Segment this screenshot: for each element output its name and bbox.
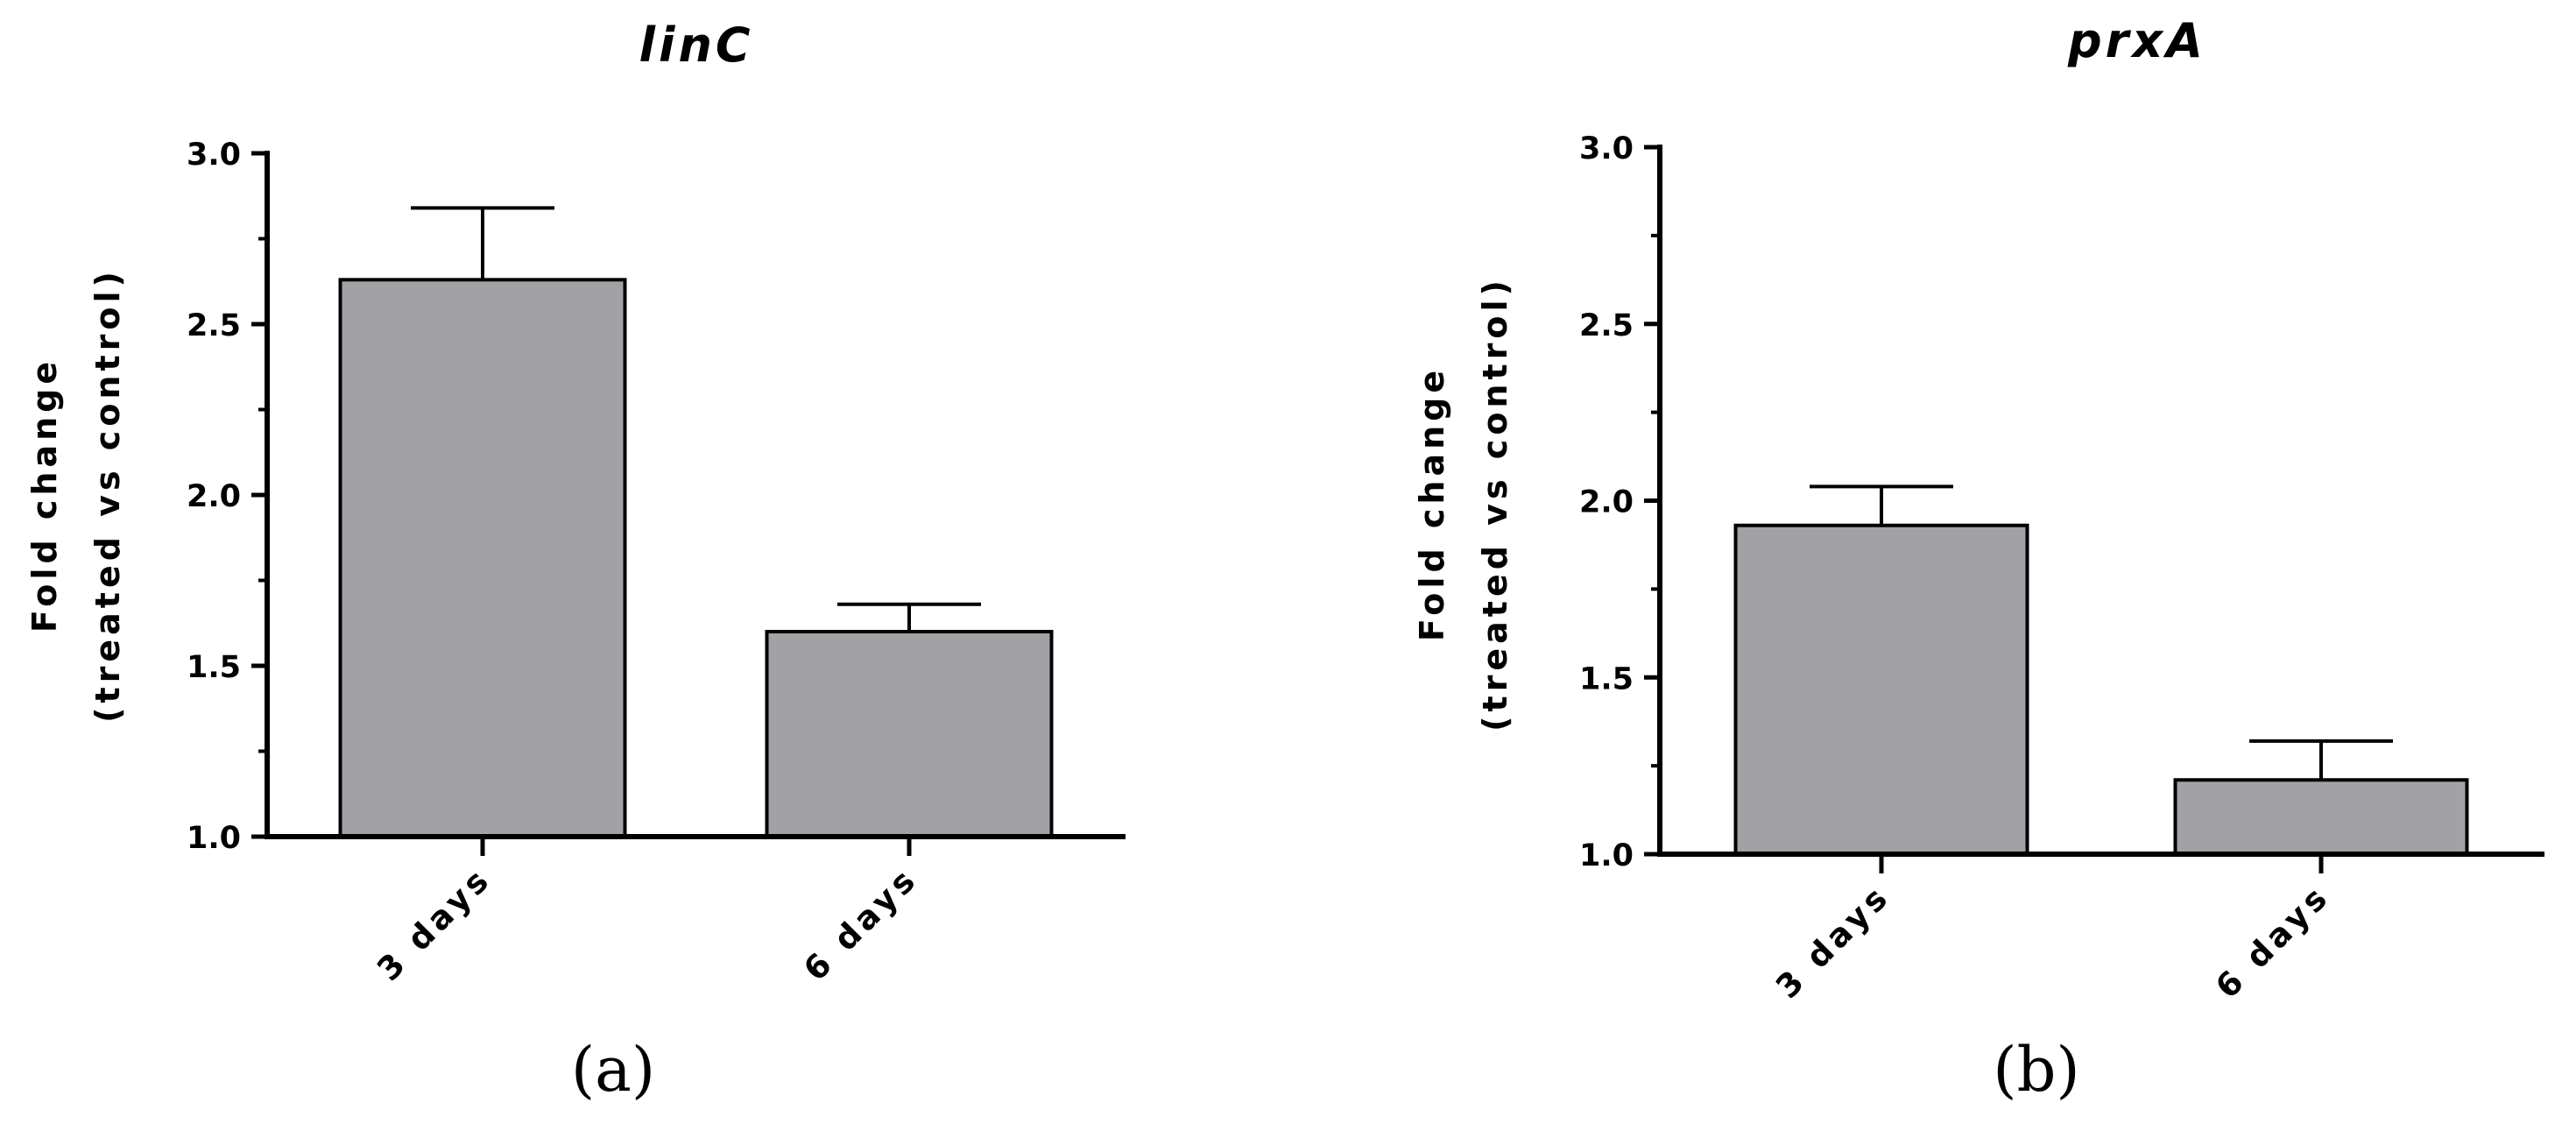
x-tick-label: 6 days xyxy=(2208,877,2337,1006)
y-tick-label: 2.5 xyxy=(187,308,241,343)
y-tick-label: 1.0 xyxy=(1579,838,1634,873)
y-axis-label-line-2: (treated vs control) xyxy=(88,267,127,723)
chart-panel-a: linC Fold change (treated vs control) 1.… xyxy=(25,18,1126,1106)
y-tick-label: 2.0 xyxy=(1579,485,1634,520)
y-tick-label: 1.5 xyxy=(187,650,241,685)
x-tick-label: 3 days xyxy=(1768,877,1897,1006)
bar xyxy=(1733,523,2029,856)
x-tick-label: 6 days xyxy=(796,859,925,988)
plot-area: 1.0 1.5 2.0 2.5 3.0 3 days 6 days xyxy=(1579,131,2544,1006)
y-tick-label: 1.5 xyxy=(1579,661,1634,696)
y-axis-label-line-1: Fold change xyxy=(25,357,64,633)
bar xyxy=(338,278,627,838)
chart-title: prxA xyxy=(2067,13,2206,68)
plot-area: 1.0 1.5 2.0 2.5 3.0 3 days 6 days xyxy=(187,138,1126,988)
bar xyxy=(2173,778,2469,857)
y-tick-label: 2.0 xyxy=(187,479,241,514)
bar xyxy=(765,630,1054,838)
chart-panel-b: prxA Fold change (treated vs control) 1.… xyxy=(1413,13,2544,1106)
y-tick-label: 3.0 xyxy=(187,138,241,173)
panel-label: (b) xyxy=(1993,1034,2079,1106)
y-tick-label: 1.0 xyxy=(187,821,241,856)
y-axis-label-line-2: (treated vs control) xyxy=(1476,276,1514,732)
chart-title: linC xyxy=(639,18,753,73)
panel-label: (a) xyxy=(571,1034,655,1106)
y-axis-label-line-1: Fold change xyxy=(1413,366,1451,641)
x-tick-label: 3 days xyxy=(370,859,498,988)
y-tick-label: 2.5 xyxy=(1579,308,1634,343)
y-tick-label: 3.0 xyxy=(1579,131,1634,166)
